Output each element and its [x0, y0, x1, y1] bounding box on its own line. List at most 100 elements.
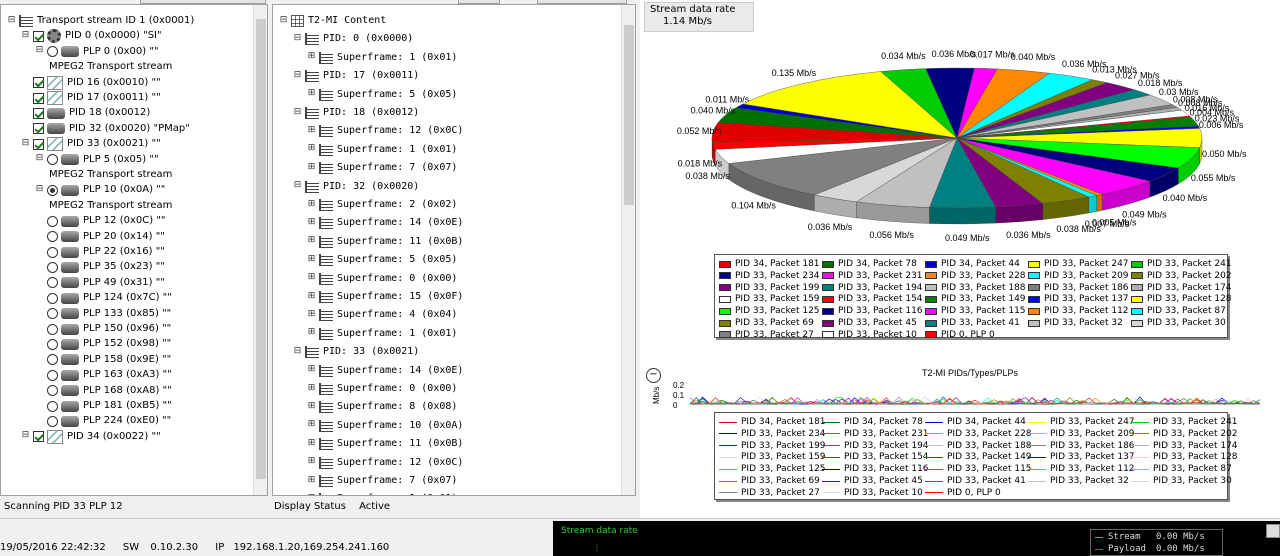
- tree-node[interactable]: ⊞ Superframe: 2 (0x02): [307, 197, 457, 213]
- tree-node[interactable]: PID 16 (0x0010) "": [21, 75, 161, 91]
- tree-node[interactable]: PLP 224 (0xE0) "": [35, 413, 171, 429]
- expand-icon[interactable]: ⊞: [307, 308, 316, 320]
- tree-node[interactable]: ⊞ Superframe: 5 (0x05): [307, 252, 457, 268]
- collapse-icon[interactable]: ⊟: [293, 69, 302, 81]
- expand-icon[interactable]: ⊞: [307, 290, 316, 302]
- expand-icon[interactable]: ⊞: [307, 493, 316, 495]
- checkbox[interactable]: [33, 138, 44, 150]
- radio-button[interactable]: [47, 323, 58, 335]
- mid-tree-scrollbar[interactable]: [621, 5, 635, 495]
- tree-node[interactable]: PLP 35 (0x23) "": [35, 259, 165, 275]
- toolbar-button-mid[interactable]: [458, 0, 500, 4]
- checkbox[interactable]: [33, 30, 44, 42]
- tree-node[interactable]: PID 32 (0x0020) "PMap": [21, 121, 190, 137]
- tree-node[interactable]: PLP 12 (0x0C) "": [35, 213, 166, 229]
- collapse-icon[interactable]: ⊟: [21, 29, 30, 41]
- tree-node[interactable]: PLP 150 (0x96) "": [35, 321, 171, 337]
- tree-node[interactable]: ⊞ Superframe: 1 (0x01): [307, 142, 457, 158]
- tree-node[interactable]: PLP 152 (0x98) "": [35, 336, 171, 352]
- expand-icon[interactable]: ⊞: [307, 382, 316, 394]
- tree-node[interactable]: ⊟ PLP 10 (0x0A) "": [35, 182, 165, 198]
- tree-node[interactable]: ⊞ Superframe: 0 (0x00): [307, 381, 457, 397]
- radio-button[interactable]: [47, 277, 58, 289]
- checkbox[interactable]: [33, 123, 44, 135]
- tree-node[interactable]: ⊟ PID 34 (0x0022) "": [21, 429, 161, 445]
- tree-node[interactable]: PLP 124 (0x7C) "": [35, 290, 172, 306]
- mid_tree-root[interactable]: ⊟ T2-MI Content: [279, 13, 386, 29]
- mid-scrollbar-thumb[interactable]: [624, 25, 634, 205]
- checkbox[interactable]: [33, 107, 44, 119]
- tree-node[interactable]: ⊞ Superframe: 15 (0x0F): [307, 289, 463, 305]
- tree-node[interactable]: ⊞ Superframe: 11 (0x0B): [307, 436, 463, 452]
- tree-node[interactable]: ⊟ PLP 5 (0x05) "": [35, 152, 159, 168]
- radio-button[interactable]: [47, 338, 58, 350]
- tree-node[interactable]: ⊞ Superframe: 5 (0x05): [307, 87, 457, 103]
- collapse-icon[interactable]: ⊟: [293, 180, 302, 192]
- tree-node[interactable]: PLP 158 (0x9E) "": [35, 352, 171, 368]
- radio-button[interactable]: [47, 215, 58, 227]
- expand-icon[interactable]: ⊞: [307, 143, 316, 155]
- expand-icon[interactable]: ⊞: [307, 88, 316, 100]
- expand-icon[interactable]: ⊞: [307, 216, 316, 228]
- radio-button[interactable]: [47, 415, 58, 427]
- transport-stream-tree[interactable]: ⊟ Transport stream ID 1 (0x0001) ⊟ PID 0 (0…: [0, 4, 268, 496]
- tree-node[interactable]: ⊞ Superframe: 4 (0x04): [307, 307, 457, 323]
- expand-icon[interactable]: ⊞: [307, 124, 316, 136]
- expand-icon[interactable]: ⊞: [307, 253, 316, 265]
- collapse-icon[interactable]: ⊟: [293, 32, 302, 44]
- tree-node[interactable]: ⊞ Superframe: 14 (0x0E): [307, 363, 463, 379]
- tree-node[interactable]: PLP 163 (0xA3) "": [35, 367, 172, 383]
- tree-node[interactable]: ⊟ PID 0 (0x0000) "SI": [21, 28, 162, 44]
- tree-node[interactable]: ⊞ Superframe: 1 (0x01): [307, 50, 457, 66]
- expand-icon[interactable]: ⊞: [307, 474, 316, 486]
- left-tree-scrollbar[interactable]: [253, 5, 267, 495]
- radio-button[interactable]: [47, 261, 58, 273]
- tree-node[interactable]: PLP 22 (0x16) "": [35, 244, 165, 260]
- radio-button[interactable]: [47, 292, 58, 304]
- collapse-icon[interactable]: ⊟: [35, 45, 44, 57]
- tree-node[interactable]: ⊞ Superframe: 8 (0x08): [307, 399, 457, 415]
- left-scrollbar-thumb[interactable]: [256, 19, 266, 479]
- zoom-out-icon[interactable]: −: [646, 368, 661, 383]
- collapse-icon[interactable]: ⊟: [35, 153, 44, 165]
- t2mi-content-tree[interactable]: ⊟ T2-MI Content ⊟ PID: 0 (0x0000) ⊞ Superfram…: [272, 4, 636, 496]
- collapse-icon[interactable]: ⊟: [293, 345, 302, 357]
- tree-node[interactable]: ⊞ Superframe: 14 (0x0E): [307, 215, 463, 231]
- tree-node[interactable]: ⊞ Superframe: 11 (0x0B): [307, 234, 463, 250]
- expand-icon[interactable]: ⊞: [307, 419, 316, 431]
- monitor-corner-icon[interactable]: [1266, 524, 1280, 538]
- toolbar-button-left[interactable]: [140, 0, 266, 4]
- tree-node[interactable]: ⊟ PID: 18 (0x0012): [293, 105, 419, 121]
- left_tree-root[interactable]: ⊟ Transport stream ID 1 (0x0001): [7, 13, 194, 29]
- radio-button[interactable]: [47, 231, 58, 243]
- tree-node[interactable]: PLP 181 (0xB5) "": [35, 398, 172, 414]
- tree-node[interactable]: ⊞ Superframe: 7 (0x07): [307, 473, 457, 489]
- radio-button[interactable]: [47, 46, 58, 58]
- collapse-icon[interactable]: ⊟: [35, 183, 44, 195]
- tree-node[interactable]: ⊞ Superframe: 1 (0x01): [307, 326, 457, 342]
- checkbox[interactable]: [33, 77, 44, 89]
- tree-node[interactable]: ⊞ Superframe: 7 (0x07): [307, 160, 457, 176]
- radio-button[interactable]: [47, 154, 58, 166]
- tree-node[interactable]: PLP 168 (0xA8) "": [35, 383, 172, 399]
- expand-icon[interactable]: ⊞: [307, 198, 316, 210]
- radio-button[interactable]: [47, 400, 58, 412]
- collapse-icon[interactable]: ⊟: [21, 137, 30, 149]
- expand-icon[interactable]: ⊞: [307, 364, 316, 376]
- tree-node[interactable]: ⊟ PID: 0 (0x0000): [293, 31, 413, 47]
- tree-node[interactable]: ⊟ PID: 33 (0x0021): [293, 344, 419, 360]
- tree-node[interactable]: PLP 20 (0x14) "": [35, 229, 165, 245]
- tree-node[interactable]: ⊟ PID: 17 (0x0011): [293, 68, 419, 84]
- expand-icon[interactable]: ⊞: [307, 400, 316, 412]
- tree-node[interactable]: ⊞ Superframe: 12 (0x0C): [307, 455, 463, 471]
- radio-button[interactable]: [47, 369, 58, 381]
- collapse-icon[interactable]: ⊟: [7, 14, 16, 26]
- radio-button[interactable]: [47, 308, 58, 320]
- tree-node[interactable]: ⊞ Superframe: 12 (0x0C): [307, 123, 463, 139]
- tree-node[interactable]: PLP 133 (0x85) "": [35, 306, 171, 322]
- tree-node[interactable]: PLP 49 (0x31) "": [35, 275, 165, 291]
- tree-node[interactable]: ⊞ Superframe: 1 (0x01): [307, 491, 457, 495]
- checkbox[interactable]: [33, 431, 44, 443]
- tree-node[interactable]: PID 18 (0x0012): [21, 105, 150, 121]
- collapse-icon[interactable]: ⊟: [279, 14, 288, 26]
